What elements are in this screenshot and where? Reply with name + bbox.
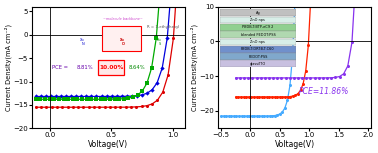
Text: 8.81%: 8.81% [77, 65, 94, 70]
Text: 8.64%: 8.64% [129, 65, 146, 70]
Y-axis label: Current Density(mA cm⁻²): Current Density(mA cm⁻²) [190, 24, 198, 111]
Y-axis label: Current Density(mA cm⁻²): Current Density(mA cm⁻²) [4, 24, 12, 111]
X-axis label: Voltage(V): Voltage(V) [88, 140, 129, 149]
Text: PCE =: PCE = [52, 65, 68, 70]
Text: PCE=11.86%: PCE=11.86% [299, 87, 350, 96]
FancyBboxPatch shape [99, 60, 124, 75]
X-axis label: Voltage(V): Voltage(V) [274, 140, 314, 149]
Text: 10.00%: 10.00% [99, 65, 123, 70]
